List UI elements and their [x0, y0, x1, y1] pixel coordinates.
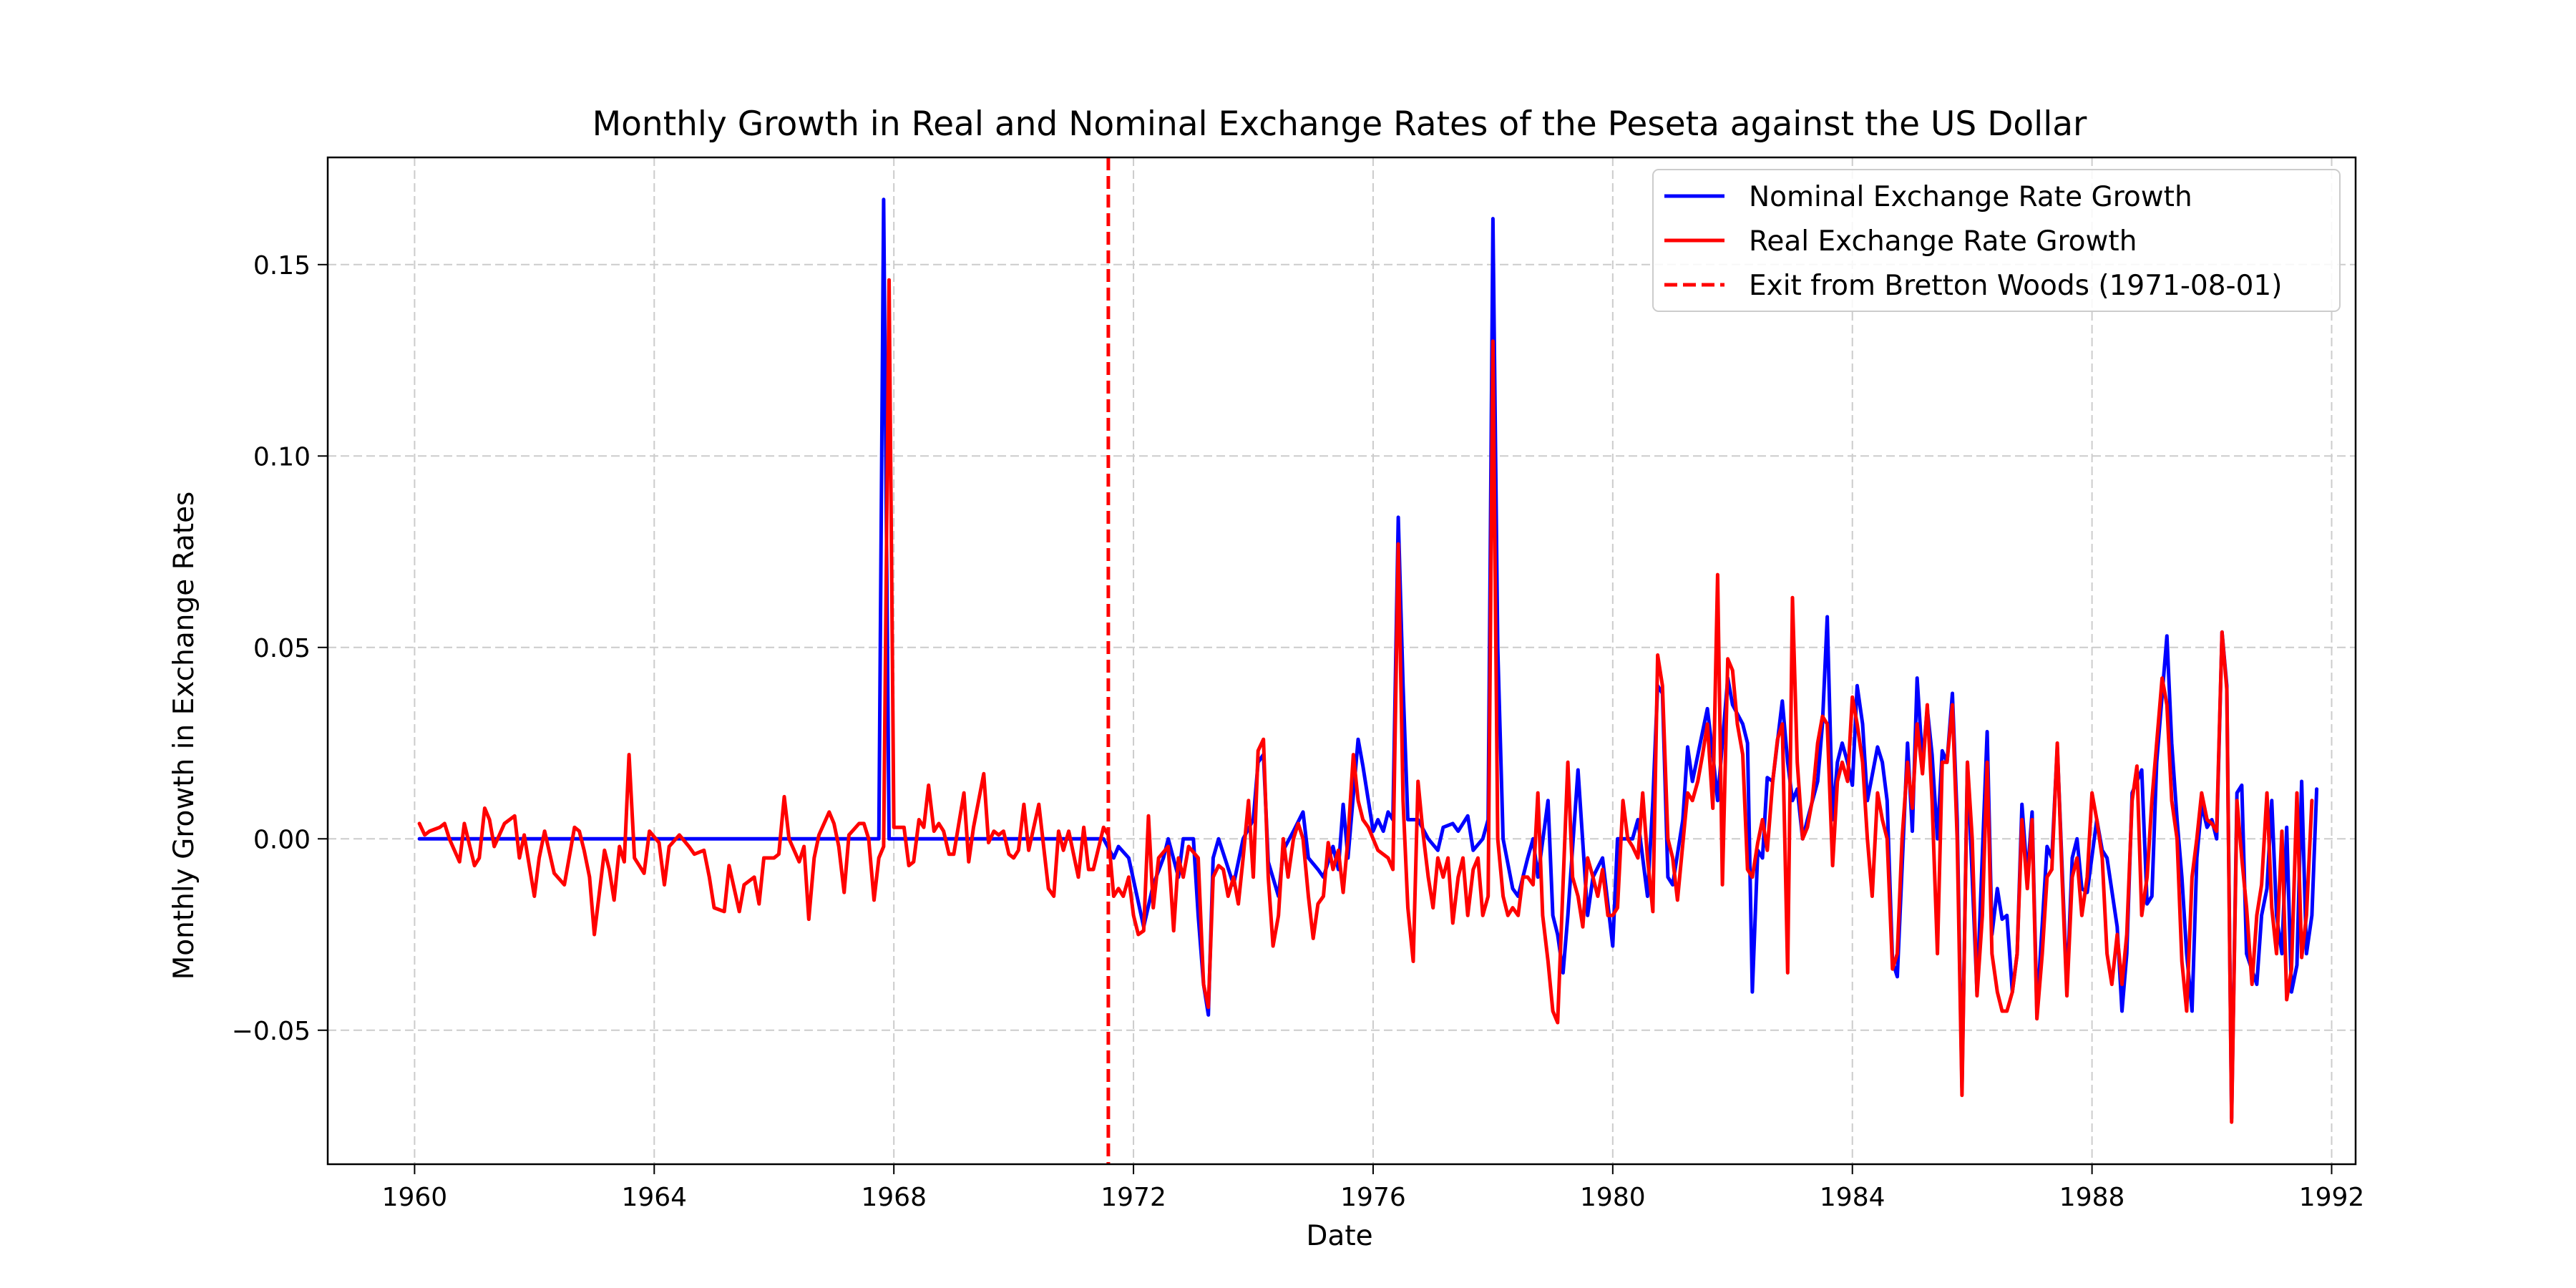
y-tick-label: 0.10 [253, 442, 311, 472]
y-tick-label: 0.05 [253, 634, 311, 663]
legend-label-real: Real Exchange Rate Growth [1749, 225, 2137, 258]
legend: Nominal Exchange Rate Growth Real Exchang… [1652, 169, 2341, 312]
x-tick-label: 1960 [382, 1183, 448, 1212]
x-tick-label: 1988 [2059, 1183, 2125, 1212]
y-tick-label: 0.00 [253, 825, 311, 854]
legend-label-bretton-woods: Exit from Bretton Woods (1971-08-01) [1749, 270, 2282, 302]
axes [326, 156, 2357, 1166]
x-axis-label: Date [1306, 1220, 1372, 1252]
chart-title: Monthly Growth in Real and Nominal Excha… [592, 104, 2087, 144]
real-growth-line [417, 278, 2314, 1124]
plot-frame [326, 156, 2357, 1166]
x-tick-label: 1984 [1820, 1183, 1885, 1212]
y-axis-label: Monthly Growth in Exchange Rates [168, 492, 200, 980]
y-tick-label: −0.05 [232, 1017, 311, 1046]
x-tick-label: 1972 [1101, 1183, 1166, 1212]
y-tick-label: 0.15 [253, 251, 311, 280]
x-tick-label: 1964 [621, 1183, 687, 1212]
x-tick-label: 1968 [861, 1183, 927, 1212]
series-lines [417, 197, 2319, 1124]
y-axis-ticks: −0.05 0.00 0.05 0.10 0.15 [232, 251, 328, 1046]
legend-box [1652, 169, 2341, 312]
x-tick-label: 1992 [2299, 1183, 2365, 1212]
x-tick-label: 1980 [1580, 1183, 1646, 1212]
legend-label-nominal: Nominal Exchange Rate Growth [1749, 181, 2192, 213]
x-tick-label: 1976 [1340, 1183, 1406, 1212]
x-axis-ticks: 1960 1964 1968 1972 1976 1980 1984 1988 1992 [382, 1164, 2365, 1212]
